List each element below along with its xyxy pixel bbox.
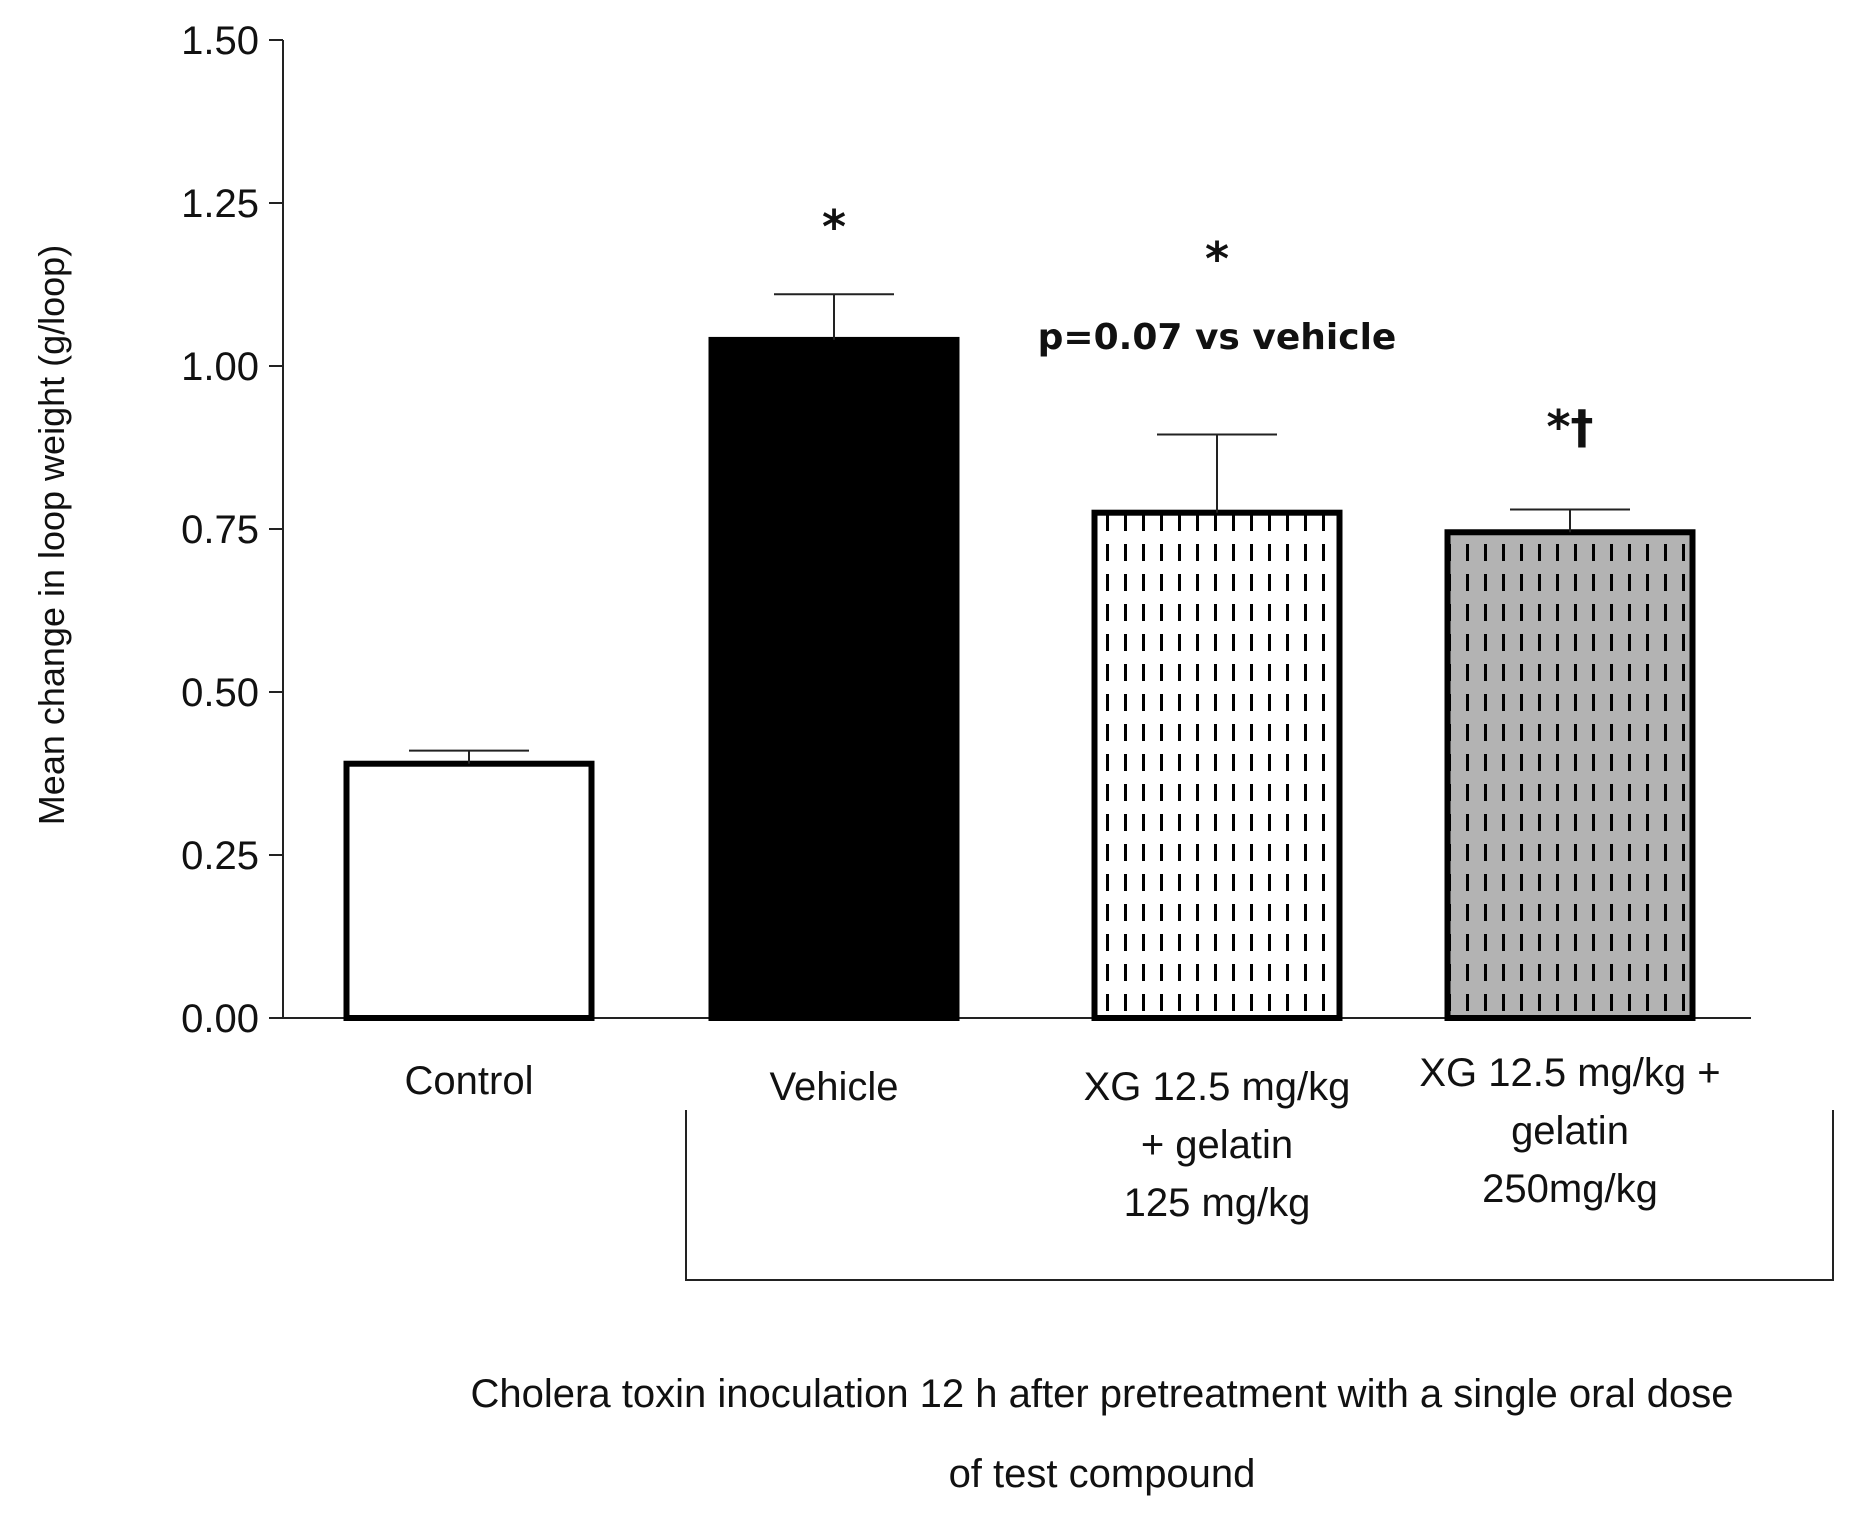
x-category-label: + gelatin bbox=[1141, 1123, 1293, 1167]
x-category-label: 250mg/kg bbox=[1482, 1167, 1658, 1211]
xg250-significance-star-dagger: *† bbox=[1546, 400, 1593, 454]
vehicle-significance-star: * bbox=[822, 200, 846, 254]
y-tick-label: 0.50 bbox=[181, 671, 259, 715]
x-category-label: Control bbox=[405, 1059, 534, 1103]
x-category-label: XG 12.5 mg/kg bbox=[1084, 1065, 1351, 1109]
xg125-significance-star: * bbox=[1205, 232, 1229, 286]
treatment-group-bracket bbox=[685, 1110, 1834, 1281]
bar-control bbox=[343, 760, 595, 1021]
group-caption-line-2: of test compound bbox=[949, 1452, 1256, 1496]
x-category-label: gelatin bbox=[1511, 1109, 1629, 1153]
y-axis-title: Mean change in loop weight (g/loop) bbox=[31, 245, 72, 825]
y-tick-label: 0.75 bbox=[181, 508, 259, 552]
x-tick-labels: Control Vehicle XG 12.5 mg/kg + gelatin 125 … bbox=[405, 1051, 1721, 1225]
x-category-label: 125 mg/kg bbox=[1124, 1181, 1311, 1225]
bar-vehicle bbox=[708, 336, 960, 1022]
y-tick-label: 1.00 bbox=[181, 345, 259, 389]
y-tick-label: 1.25 bbox=[181, 182, 259, 226]
bar-xg-gelatin-250 bbox=[1444, 529, 1696, 1021]
error-bars bbox=[409, 293, 1630, 764]
x-category-label: XG 12.5 mg/kg + bbox=[1419, 1051, 1720, 1095]
y-tick-label: 1.50 bbox=[181, 19, 259, 63]
y-tick-label: 0.25 bbox=[181, 834, 259, 878]
p-value-annotation: p=0.07 vs vehicle bbox=[1038, 317, 1397, 358]
bars bbox=[343, 336, 1696, 1022]
x-category-label: Vehicle bbox=[770, 1065, 899, 1109]
bar-xg-gelatin-125 bbox=[1091, 509, 1343, 1021]
y-tick-label: 0.00 bbox=[181, 997, 259, 1041]
group-caption-line-1: Cholera toxin inoculation 12 h after pre… bbox=[471, 1372, 1734, 1416]
y-ticks: 0.00 0.25 0.50 0.75 1.00 1.25 1.50 bbox=[181, 19, 283, 1041]
